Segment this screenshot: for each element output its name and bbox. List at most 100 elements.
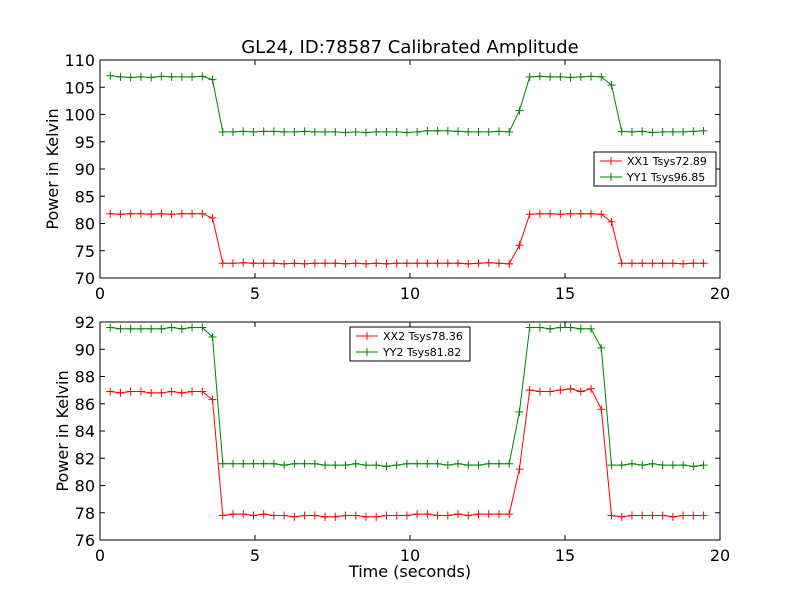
data-point-xx2 — [505, 510, 514, 519]
data-point-yy1 — [587, 72, 596, 81]
legend-label: YY2 Tsys81.82 — [382, 346, 461, 359]
data-point-yy1 — [351, 127, 360, 136]
data-point-yy2 — [638, 461, 647, 470]
data-point-yy1 — [372, 127, 381, 136]
y-tick-label: 90 — [75, 160, 95, 179]
top-panel: 0 5 10 15 20 70 75 80 85 90 95 100 105 110 Power in Ke… — [43, 51, 730, 303]
data-point-yy1 — [116, 72, 125, 81]
data-point-yy1 — [668, 127, 677, 136]
data-point-yy2 — [546, 324, 555, 333]
data-point-xx2 — [525, 386, 534, 395]
data-point-yy2 — [433, 459, 442, 468]
axes-frame — [99, 321, 721, 541]
data-point-xx2 — [699, 511, 708, 520]
data-point-xx1 — [106, 209, 115, 218]
y-tick-label: 100 — [64, 106, 95, 125]
series-line-xx2 — [110, 388, 704, 518]
data-point-yy2 — [627, 459, 636, 468]
legend-marker — [363, 348, 371, 356]
data-point-xx2 — [310, 511, 319, 520]
data-point-yy1 — [321, 127, 330, 136]
data-point-yy1 — [269, 127, 278, 136]
data-point-xx1 — [464, 259, 473, 268]
data-point-yy2 — [474, 461, 483, 470]
data-point-xx1 — [433, 259, 442, 268]
data-point-yy1 — [505, 127, 514, 136]
data-point-xx1 — [535, 209, 544, 218]
data-point-yy1 — [218, 127, 227, 136]
data-point-xx1 — [423, 259, 432, 268]
data-point-yy1 — [392, 127, 401, 136]
data-point-xx2 — [515, 465, 524, 474]
data-point-xx1 — [402, 259, 411, 268]
data-point-xx2 — [566, 384, 575, 393]
data-point-yy2 — [443, 461, 452, 470]
data-point-yy2 — [587, 324, 596, 333]
data-point-yy2 — [249, 459, 258, 468]
data-point-xx1 — [597, 210, 606, 219]
x-tick-label: 5 — [250, 546, 260, 565]
data-point-xx2 — [617, 512, 626, 521]
data-point-yy2 — [535, 323, 544, 332]
series-line-yy1 — [110, 75, 704, 134]
data-point-yy2 — [505, 459, 514, 468]
data-point-xx1 — [556, 210, 565, 219]
data-point-yy1 — [198, 72, 207, 81]
data-point-yy2 — [157, 324, 166, 333]
data-point-yy1 — [106, 71, 115, 80]
data-point-xx2 — [382, 511, 391, 520]
data-point-xx2 — [607, 511, 616, 520]
data-point-yy1 — [310, 127, 319, 136]
data-point-xx2 — [136, 387, 145, 396]
data-point-xx1 — [392, 259, 401, 268]
data-point-yy1 — [464, 127, 473, 136]
data-point-yy2 — [300, 459, 309, 468]
data-point-yy2 — [679, 461, 688, 470]
data-point-yy1 — [259, 127, 268, 136]
data-point-xx1 — [177, 209, 186, 218]
legend-marker — [607, 173, 615, 181]
data-point-xx2 — [188, 387, 197, 396]
data-point-yy1 — [535, 72, 544, 81]
y-tick-label: 75 — [75, 242, 95, 261]
y-tick-label: 82 — [75, 449, 95, 468]
data-point-yy2 — [454, 459, 463, 468]
data-point-yy2 — [392, 461, 401, 470]
y-tick-label: 70 — [75, 269, 95, 288]
data-point-xx2 — [443, 511, 452, 520]
data-point-xx1 — [228, 259, 237, 268]
data-point-xx1 — [566, 209, 575, 218]
y-tick-label: 76 — [75, 531, 95, 550]
data-point-yy1 — [413, 127, 422, 136]
data-point-yy2 — [361, 461, 370, 470]
data-point-xx2 — [116, 388, 125, 397]
data-point-xx2 — [474, 510, 483, 519]
data-point-xx1 — [280, 259, 289, 268]
legend-box — [349, 326, 471, 362]
data-point-xx1 — [269, 259, 278, 268]
data-point-xx2 — [423, 510, 432, 519]
x-axis-label: Time (seconds) — [348, 562, 471, 581]
data-point-xx2 — [372, 512, 381, 521]
data-point-yy1 — [699, 126, 708, 135]
data-point-xx2 — [597, 405, 606, 414]
data-point-xx2 — [351, 511, 360, 520]
data-point-xx1 — [587, 209, 596, 218]
data-point-yy1 — [147, 73, 156, 82]
data-point-yy1 — [188, 72, 197, 81]
data-point-yy2 — [310, 459, 319, 468]
data-point-xx1 — [361, 259, 370, 268]
data-point-xx2 — [668, 512, 677, 521]
data-point-yy1 — [290, 127, 299, 136]
data-point-xx2 — [484, 510, 493, 519]
data-point-xx2 — [638, 511, 647, 520]
axes-frame — [99, 59, 721, 279]
data-point-xx1 — [167, 210, 176, 219]
data-point-xx2 — [157, 388, 166, 397]
data-point-yy1 — [627, 127, 636, 136]
data-point-xx1 — [188, 209, 197, 218]
data-point-yy2 — [494, 459, 503, 468]
data-point-yy2 — [525, 323, 534, 332]
data-point-yy2 — [167, 323, 176, 332]
data-point-yy1 — [382, 127, 391, 136]
